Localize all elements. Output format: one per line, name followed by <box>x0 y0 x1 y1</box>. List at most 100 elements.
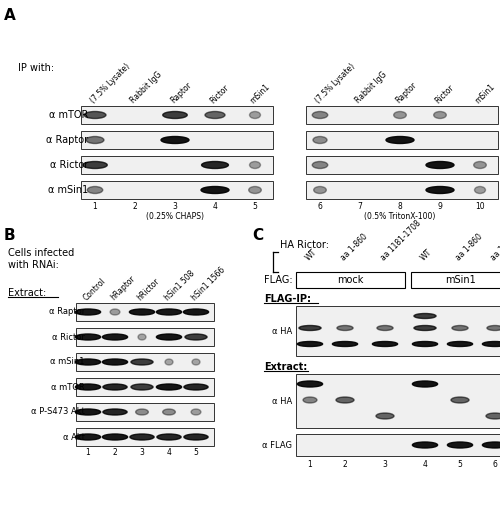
Text: (0.5% TritonX-100): (0.5% TritonX-100) <box>364 212 436 221</box>
Text: hRaptor: hRaptor <box>108 274 136 302</box>
Text: C: C <box>252 228 263 243</box>
Text: Cells infected: Cells infected <box>8 248 74 258</box>
Text: 8: 8 <box>398 202 402 211</box>
Text: hSin1 508: hSin1 508 <box>162 269 196 302</box>
Ellipse shape <box>184 434 208 440</box>
Ellipse shape <box>482 341 500 346</box>
Ellipse shape <box>314 186 326 193</box>
Ellipse shape <box>298 381 322 387</box>
Ellipse shape <box>103 409 127 415</box>
Text: B: B <box>4 228 16 243</box>
FancyBboxPatch shape <box>306 156 498 174</box>
Text: aa 1-860: aa 1-860 <box>454 232 484 262</box>
Text: with RNAi:: with RNAi: <box>8 260 59 270</box>
Text: α mTOR: α mTOR <box>52 382 85 391</box>
Text: Rabbit IgG: Rabbit IgG <box>354 70 388 105</box>
Ellipse shape <box>426 186 454 193</box>
Ellipse shape <box>103 384 127 390</box>
Text: 1: 1 <box>308 460 312 469</box>
Ellipse shape <box>298 341 322 346</box>
Text: α Rictor: α Rictor <box>52 332 85 341</box>
Ellipse shape <box>102 359 128 365</box>
FancyBboxPatch shape <box>76 353 214 371</box>
Text: α Raptor: α Raptor <box>49 308 85 317</box>
Text: HA Rictor:: HA Rictor: <box>280 240 329 250</box>
Text: 3: 3 <box>140 448 144 457</box>
Ellipse shape <box>337 326 353 330</box>
FancyBboxPatch shape <box>76 303 214 321</box>
Ellipse shape <box>412 442 438 448</box>
Text: mSin1: mSin1 <box>248 82 272 105</box>
Ellipse shape <box>248 186 262 193</box>
Text: 1: 1 <box>86 448 90 457</box>
Ellipse shape <box>156 309 182 315</box>
Text: mock: mock <box>338 275 363 285</box>
Text: FLAG:: FLAG: <box>264 275 292 285</box>
Text: 2: 2 <box>342 460 347 469</box>
FancyBboxPatch shape <box>306 181 498 199</box>
Text: aa 1181-1708: aa 1181-1708 <box>488 218 500 262</box>
Ellipse shape <box>192 359 200 365</box>
Ellipse shape <box>76 359 100 365</box>
Ellipse shape <box>162 409 175 415</box>
FancyBboxPatch shape <box>306 106 498 124</box>
Text: 9: 9 <box>438 202 442 211</box>
Ellipse shape <box>163 112 187 119</box>
Text: 3: 3 <box>172 202 178 211</box>
Ellipse shape <box>474 186 486 193</box>
Text: 1: 1 <box>92 202 98 211</box>
FancyBboxPatch shape <box>76 378 214 396</box>
Text: aa 1-860: aa 1-860 <box>338 232 369 262</box>
FancyBboxPatch shape <box>81 156 273 174</box>
Ellipse shape <box>372 341 398 346</box>
Ellipse shape <box>414 314 436 319</box>
Ellipse shape <box>138 334 146 340</box>
Text: A: A <box>4 8 16 23</box>
Text: mSin1: mSin1 <box>474 82 497 105</box>
Ellipse shape <box>76 309 100 315</box>
Text: aa 1181-1708: aa 1181-1708 <box>378 218 422 262</box>
Text: 2: 2 <box>112 448 117 457</box>
Ellipse shape <box>184 309 208 315</box>
FancyBboxPatch shape <box>81 181 273 199</box>
Ellipse shape <box>131 384 153 390</box>
Text: α FLAG: α FLAG <box>262 440 292 449</box>
Ellipse shape <box>136 409 148 415</box>
Ellipse shape <box>86 136 104 143</box>
Ellipse shape <box>394 112 406 119</box>
Ellipse shape <box>303 397 317 403</box>
Ellipse shape <box>76 334 100 340</box>
Text: 4: 4 <box>166 448 172 457</box>
Ellipse shape <box>205 112 225 119</box>
Text: 7: 7 <box>358 202 362 211</box>
Ellipse shape <box>156 334 182 340</box>
Text: (0.25% CHAPS): (0.25% CHAPS) <box>146 212 204 221</box>
Text: (7.5% Lysate): (7.5% Lysate) <box>314 62 357 105</box>
Ellipse shape <box>88 186 102 193</box>
Ellipse shape <box>185 334 207 340</box>
Text: Raptor: Raptor <box>394 80 418 105</box>
Ellipse shape <box>332 341 357 346</box>
Ellipse shape <box>156 384 182 390</box>
Ellipse shape <box>448 442 472 448</box>
Text: 2: 2 <box>132 202 138 211</box>
Text: 10: 10 <box>475 202 485 211</box>
Ellipse shape <box>110 309 120 315</box>
Text: α mSin1: α mSin1 <box>50 358 85 367</box>
FancyBboxPatch shape <box>81 131 273 149</box>
Ellipse shape <box>312 112 328 119</box>
Text: hRictor: hRictor <box>136 276 162 302</box>
Ellipse shape <box>130 309 154 315</box>
FancyBboxPatch shape <box>296 272 405 288</box>
Text: IP with:: IP with: <box>18 63 54 73</box>
Text: α P-S473 Akt: α P-S473 Akt <box>31 408 85 417</box>
Text: 5: 5 <box>252 202 258 211</box>
Ellipse shape <box>336 397 354 403</box>
Ellipse shape <box>130 434 154 440</box>
Text: 6: 6 <box>492 460 498 469</box>
Text: 4: 4 <box>422 460 428 469</box>
Ellipse shape <box>426 162 454 169</box>
Ellipse shape <box>84 112 106 119</box>
Text: α Akt: α Akt <box>63 432 85 441</box>
Ellipse shape <box>486 413 500 419</box>
